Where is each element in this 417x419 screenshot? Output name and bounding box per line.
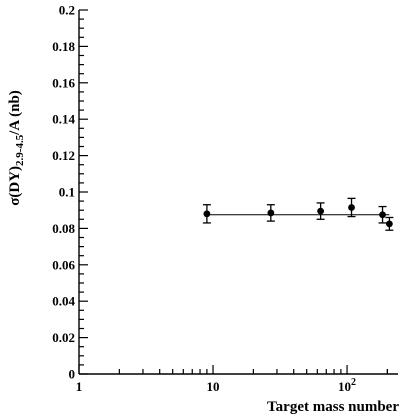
y-axis-title: σ(DY)2.9-4.5/A (nb): [7, 90, 26, 206]
data-point: [385, 220, 393, 228]
y-tick-label: 0.2: [59, 3, 75, 18]
y-tick-label: 0.06: [52, 257, 75, 272]
y-tick-label: 0.04: [52, 294, 75, 309]
y-tick-label: 0.12: [52, 148, 75, 163]
x-tick-label: 102: [338, 377, 356, 394]
x-tick-label: 1: [76, 379, 83, 394]
axes: [78, 10, 398, 375]
x-tick-label: 10: [207, 379, 220, 394]
y-tick-label: 0.02: [52, 330, 75, 345]
data-point: [317, 207, 325, 215]
x-axis-title: Target mass number: [267, 399, 399, 415]
data-point: [348, 204, 355, 211]
y-tick-label: 0.08: [52, 221, 75, 236]
y-tick-label: 0.14: [52, 112, 75, 127]
data-point: [203, 210, 211, 218]
ticks: 0 0.02 0.04 0.06 0.08 0.1 0.12 0.14 0.16 0.18 0.2 1…: [52, 3, 388, 394]
y-tick-label: 0.16: [52, 75, 75, 90]
y-tick-label: 0: [69, 367, 76, 382]
y-tick-label: 0.1: [59, 185, 75, 200]
data-points: [202, 197, 394, 231]
axis-labels: Target mass number σ(DY)2.9-4.5/A (nb): [7, 90, 399, 415]
y-tick-label: 0.18: [52, 39, 75, 54]
data-point: [267, 209, 275, 217]
data-point: [379, 211, 386, 219]
